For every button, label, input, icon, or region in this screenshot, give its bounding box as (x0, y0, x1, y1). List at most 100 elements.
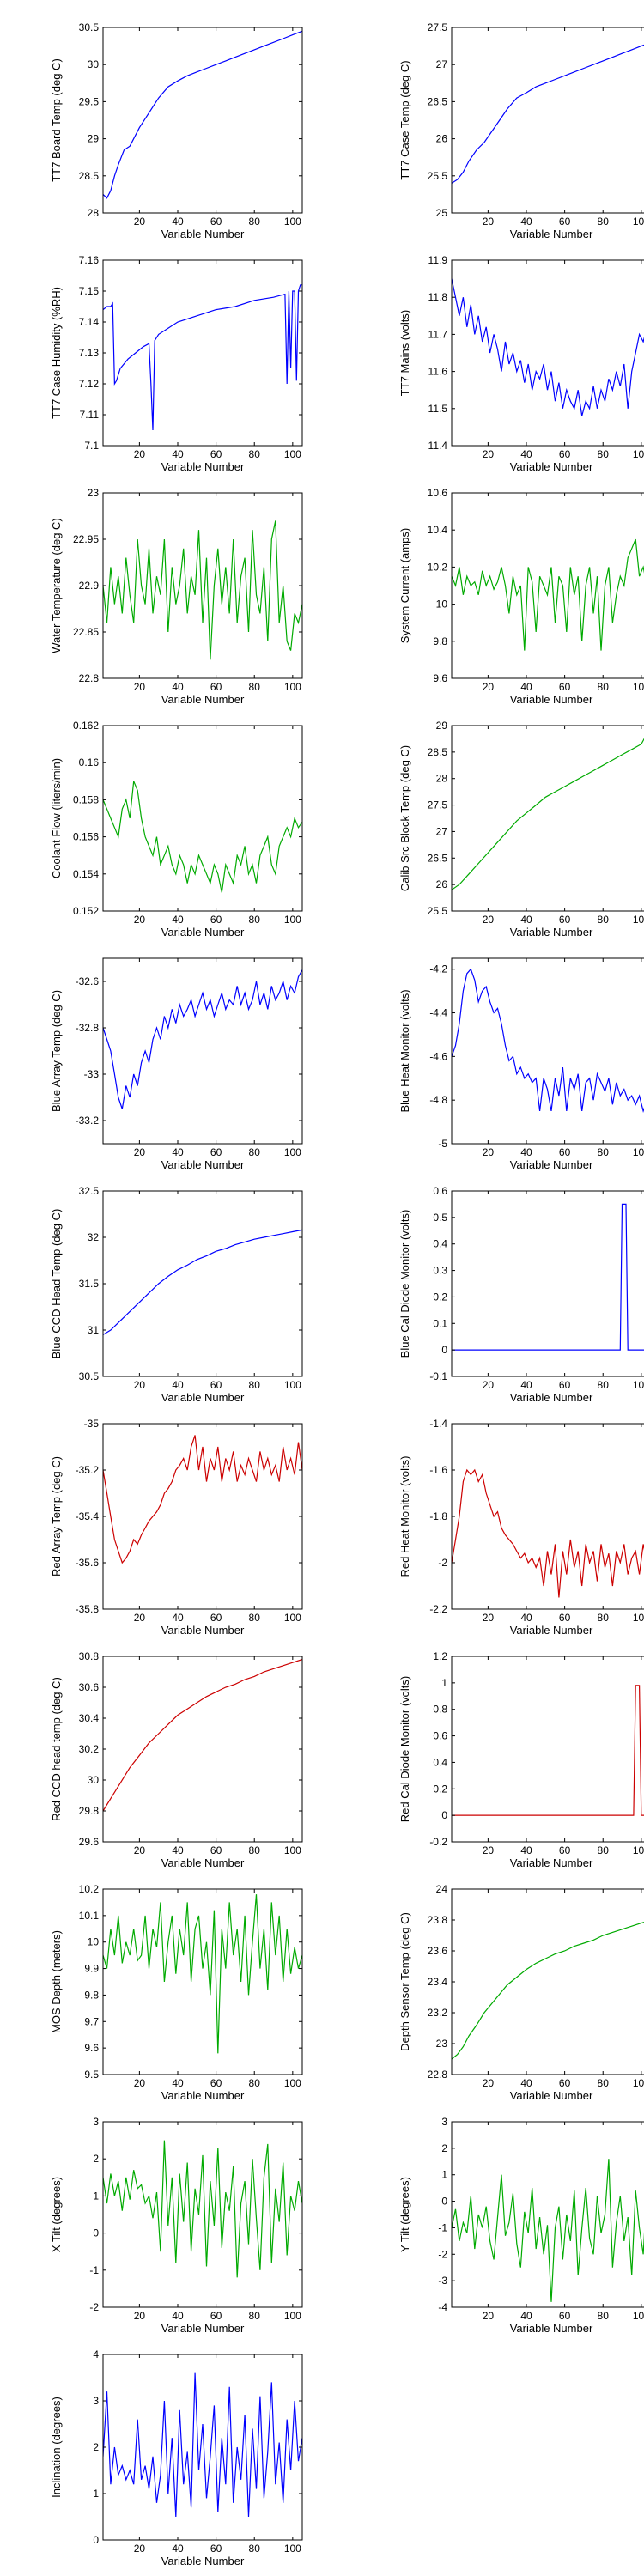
y-tick-label: 0.3 (433, 1265, 447, 1277)
x-tick-label: 40 (520, 1146, 532, 1158)
y-tick-label: -0.2 (429, 1836, 447, 1848)
series-line (103, 969, 302, 1109)
y-tick-label: 9.5 (84, 2069, 99, 2081)
x-tick-label: 40 (172, 681, 184, 693)
y-tick-label: 28.5 (79, 170, 100, 182)
y-tick-label: -1.4 (429, 1418, 447, 1430)
x-tick-label: 100 (633, 2077, 644, 2089)
y-tick-label: 23.4 (428, 1976, 448, 1988)
x-axis-label: Variable Number (161, 926, 245, 939)
y-axis-label: TT7 Mains (volts) (398, 310, 411, 396)
y-axis-label: Inclination (degrees) (50, 2397, 63, 2498)
series-line (452, 738, 644, 890)
x-tick-label: 20 (134, 681, 146, 693)
plot-frame (451, 27, 644, 214)
series-line (103, 781, 302, 893)
x-tick-label: 20 (483, 1379, 495, 1391)
x-tick-label: 60 (559, 1146, 571, 1158)
x-tick-label: 80 (249, 2310, 261, 2322)
x-tick-label: 40 (172, 1379, 184, 1391)
y-tick-label: 0 (441, 2196, 447, 2208)
y-tick-label: 7.15 (79, 285, 100, 297)
x-tick-label: 100 (284, 681, 301, 693)
plot-frame (102, 259, 303, 447)
y-axis-label: Red Heat Monitor (volts) (398, 1456, 411, 1577)
x-tick-label: 100 (284, 2543, 301, 2555)
y-tick-label: 11.8 (428, 291, 448, 303)
y-tick-label: -4.4 (429, 1007, 447, 1019)
x-axis-label: Variable Number (161, 228, 245, 240)
y-tick-label: 0.2 (433, 1291, 447, 1303)
y-tick-label: -0.1 (429, 1370, 447, 1382)
x-tick-label: 100 (633, 681, 644, 693)
x-tick-label: 80 (598, 1146, 610, 1158)
subplot-6: 20 40 60 80 100 9.6 9.8 10 10.2 10.4 10.6 Variable … (398, 487, 644, 706)
subplot-9: 20 40 60 80 100 -33.2 -33 -32.8 -32.6 Variable Nu… (50, 957, 303, 1171)
y-tick-label: 22.9 (79, 580, 100, 592)
y-tick-label: -3 (438, 2275, 447, 2287)
plot-frame (102, 2121, 303, 2308)
x-tick-label: 60 (210, 2310, 222, 2322)
y-axis-label: TT7 Case Temp (deg C) (398, 60, 411, 179)
y-tick-label: 0.6 (433, 1185, 447, 1197)
y-tick-label: 22.8 (428, 2069, 448, 2081)
y-tick-label: 28 (88, 207, 100, 219)
subplot-3: 20 40 60 80 100 7.1 7.11 7.12 7.13 7.14 7.15 7.16 Va… (50, 254, 303, 473)
y-tick-label: 0.162 (73, 720, 99, 732)
y-tick-label: 22.95 (73, 533, 99, 545)
x-tick-label: 60 (210, 1146, 222, 1158)
y-tick-label: 32.5 (79, 1185, 100, 1197)
subplot-1: 20 40 60 80 100 28 28.5 29 29.5 30 30.5 Variable Nu… (50, 21, 303, 240)
x-tick-label: 60 (559, 681, 571, 693)
x-tick-label: 80 (598, 1379, 610, 1391)
x-tick-label: 80 (598, 448, 610, 460)
y-tick-label: 22.85 (73, 626, 99, 638)
x-tick-label: 100 (633, 2310, 644, 2322)
y-tick-label: 10.2 (79, 1883, 100, 1895)
x-tick-label: 80 (598, 2310, 610, 2322)
y-tick-label: 9.6 (84, 2042, 99, 2054)
subplot-12: 20 40 60 80 100 -0.1 0 0.1 0.2 0.3 0.4 0.5 0.6 Variab… (398, 1185, 644, 1404)
x-tick-label: 20 (134, 448, 146, 460)
y-tick-label: 22.8 (79, 672, 100, 684)
y-tick-label: 9.8 (84, 1989, 99, 2001)
x-tick-label: 20 (134, 1146, 146, 1158)
x-tick-label: 40 (520, 1612, 532, 1624)
x-axis-label: Variable Number (510, 1391, 593, 1404)
x-tick-label: 20 (134, 2077, 146, 2089)
x-tick-label: 80 (598, 1612, 610, 1624)
y-tick-label: 30.2 (79, 1743, 100, 1755)
x-tick-label: 60 (210, 681, 222, 693)
plot-frame (451, 492, 644, 679)
plot-frame (102, 1656, 303, 1843)
y-tick-label: 23 (88, 487, 100, 499)
plot-frame (102, 957, 303, 1145)
x-tick-label: 100 (633, 914, 644, 926)
y-tick-label: 27.5 (428, 799, 448, 811)
y-tick-label: 26.5 (428, 95, 448, 107)
x-tick-label: 20 (134, 1844, 146, 1856)
x-tick-label: 80 (598, 914, 610, 926)
y-tick-label: 0.158 (73, 793, 99, 805)
x-tick-label: 40 (520, 2310, 532, 2322)
x-tick-label: 20 (134, 2310, 146, 2322)
series-line (103, 1659, 302, 1812)
series-line (452, 968, 644, 1113)
y-tick-label: -32.6 (76, 975, 100, 987)
x-tick-label: 40 (172, 2310, 184, 2322)
y-axis-label: X Tilt (degrees) (50, 2177, 63, 2252)
y-axis-label: Depth Sensor Temp (deg C) (398, 1912, 411, 2051)
x-tick-label: 20 (134, 914, 146, 926)
subplot-15: 20 40 60 80 100 29.6 29.8 30 30.2 30.4 30.6 30.8 Var… (50, 1650, 303, 1869)
y-tick-label: 3 (93, 2395, 99, 2407)
y-tick-label: 9.7 (84, 2015, 99, 2027)
x-tick-label: 40 (520, 681, 532, 693)
x-tick-label: 80 (249, 448, 261, 460)
x-tick-label: 60 (559, 2077, 571, 2089)
series-line (103, 2140, 302, 2278)
x-tick-label: 20 (134, 1612, 146, 1624)
x-tick-label: 80 (598, 216, 610, 228)
subplot-16: 20 40 60 80 100 -0.2 0 0.2 0.4 0.6 0.8 1 1.2 Variable… (398, 1650, 644, 1869)
y-tick-label: 31 (88, 1324, 100, 1336)
series-line (452, 2159, 644, 2302)
